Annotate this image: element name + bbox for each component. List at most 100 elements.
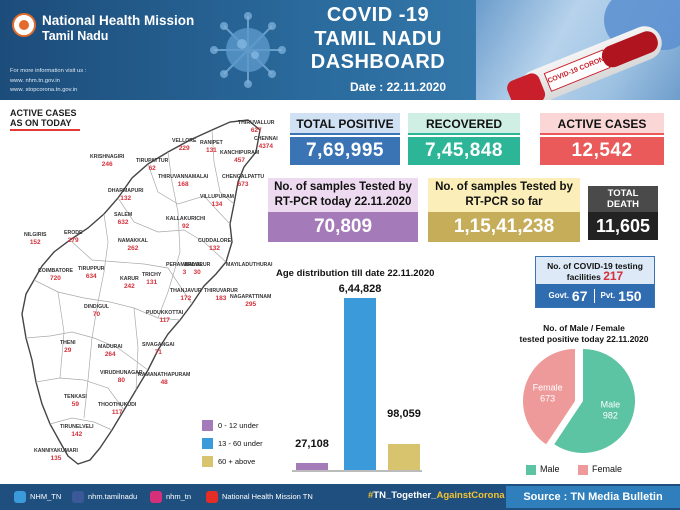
- pvt-count: 150: [618, 287, 642, 304]
- pie-slice-value: 673: [540, 394, 555, 404]
- org-state: Tamil Nadu: [42, 29, 109, 43]
- district-active-count: 59: [71, 400, 79, 408]
- age-bar-1: [344, 298, 376, 470]
- district-name: KANCHIPURAM: [220, 150, 260, 156]
- total-death-label: TOTAL DEATH: [588, 186, 658, 212]
- facilities-title-line2-text: facilities: [566, 272, 601, 282]
- instagram-icon[interactable]: [150, 491, 162, 503]
- district-name: NAMAKKAL: [118, 238, 148, 244]
- rtpcr-today-value: 70,809: [268, 212, 418, 242]
- testing-facilities-box: No. of COVID-19 testing facilities 217 G…: [535, 256, 655, 308]
- district-active-count: 131: [146, 278, 158, 286]
- district-chennai: CHENNAI 4374: [254, 136, 278, 151]
- district-name: THANJAVUR: [170, 288, 202, 294]
- district-namakkal: NAMAKKAL 262: [118, 238, 148, 253]
- district-trichy: TRICHY 131: [142, 272, 161, 287]
- district-name: CHENNAI: [254, 136, 278, 142]
- age-legend-swatch: [202, 438, 213, 449]
- district-ramanathapuram: RAMANATHAPURAM 48: [138, 372, 190, 387]
- facilities-split: Govt. 67 Pvt. 150: [536, 284, 654, 307]
- district-tenkasi: TENKASI 59: [64, 394, 87, 409]
- district-active-count: 183: [215, 294, 227, 302]
- pie-legend-swatch: [578, 465, 588, 475]
- rtpcr-today-line2: RT-PCR today 22.11.2020: [274, 196, 412, 208]
- age-legend-swatch: [202, 420, 213, 431]
- tube-label: COVID-19 CORONAVIRUS: [543, 49, 611, 92]
- website-link-stopcorona[interactable]: www. stopcorona.tn.gov.in: [10, 87, 78, 93]
- district-active-count: 4374: [258, 142, 274, 150]
- youtube-channel[interactable]: National Health Mission TN: [222, 492, 313, 501]
- age-legend-swatch: [202, 456, 213, 467]
- district-name: TIRUNELVELI: [60, 424, 94, 430]
- district-name: DINDIGUL: [84, 304, 110, 310]
- govt-label: Govt.: [548, 291, 569, 300]
- campaign-hashtag: #TN_Together_AgainstCorona: [368, 490, 505, 501]
- district-active-count: 3: [182, 268, 187, 276]
- district-name: PERAMBALUR: [166, 262, 203, 268]
- district-active-count: 242: [123, 282, 135, 290]
- district-kanchipuram: KANCHIPURAM 457: [220, 150, 259, 165]
- district-active-count: 117: [111, 408, 123, 416]
- district-salem: SALEM 632: [114, 212, 132, 227]
- pie-legend-label: Female: [592, 464, 623, 474]
- district-name: VELLORE: [172, 138, 197, 144]
- rtpcr-so-far-value: 1,15,41,238: [428, 212, 580, 242]
- district-name: THIRUVANNAMALAI: [158, 174, 209, 180]
- twitter-icon[interactable]: [14, 491, 26, 503]
- district-pudukkottai: PUDUKKOTTAI 117: [146, 310, 183, 325]
- youtube-icon[interactable]: [206, 491, 218, 503]
- district-name: TRICHY: [142, 272, 162, 278]
- district-name: NAGAPATTINAM: [230, 294, 272, 300]
- district-sivagangai: SIVAGANGAI 71: [142, 342, 174, 357]
- district-name: TIRUPATTUR: [136, 158, 169, 164]
- instagram-handle[interactable]: nhm_tn: [166, 492, 192, 501]
- district-active-count: 634: [85, 272, 97, 280]
- district-name: NILGIRIS: [24, 232, 47, 238]
- district-ariyalur: ARIYALUR 30: [184, 262, 210, 277]
- district-active-count: 229: [178, 144, 190, 152]
- district-name: RANIPET: [200, 140, 223, 146]
- active-tag-line1: ACTIVE CASES: [10, 108, 77, 118]
- website-link-nhm[interactable]: www. nhm.tn.gov.in: [10, 78, 60, 84]
- district-chengalpattu: CHENGALPATTU 673: [222, 174, 264, 189]
- facebook-icon[interactable]: [72, 491, 84, 503]
- title-line-3: DASHBOARD: [310, 51, 446, 74]
- district-active-count: 70: [92, 310, 101, 318]
- district-ranipet: RANIPET 131: [200, 140, 223, 155]
- district-name: VILLUPURAM: [200, 194, 235, 200]
- age-chart-title: Age distribution till date 22.11.2020: [276, 268, 435, 279]
- nhm-logo-icon: [12, 13, 36, 37]
- age-legend-label: 0 - 12 under: [218, 421, 259, 430]
- district-thoothukudi: THOOTHUKUDI 117: [98, 402, 136, 417]
- blood-sample-photo: COVID-19 CORONAVIRUS: [476, 0, 680, 100]
- age-bar-2: [388, 443, 420, 470]
- pie-slice-value: 982: [603, 410, 618, 420]
- twitter-handle[interactable]: NHM_TN: [30, 492, 62, 501]
- source-note: Source : TN Media Bulletin: [506, 486, 680, 508]
- district-perambalur: PERAMBALUR 3: [166, 262, 203, 277]
- pie-legend-swatch: [526, 465, 536, 475]
- district-active-count: 720: [50, 274, 61, 282]
- district-virudhunagar: VIRUDHUNAGAR 80: [100, 370, 143, 385]
- facebook-handle[interactable]: nhm.tamilnadu: [88, 492, 138, 501]
- tamil-nadu-map-outline: [21, 119, 261, 465]
- pie-slice-label: Female: [533, 383, 563, 393]
- district-name: THIRUVARUR: [204, 288, 238, 294]
- district-thiruvarur: THIRUVARUR 183: [204, 288, 238, 303]
- district-name: THENI: [60, 340, 76, 346]
- district-name: SALEM: [114, 212, 133, 218]
- district-thiruvallur: THIRUVALLUR 627: [238, 120, 275, 135]
- pie-slice-male: [554, 349, 635, 453]
- district-active-count: 172: [180, 294, 192, 302]
- district-name: CUDDALORE: [198, 238, 232, 244]
- age-bar-value-label: 98,059: [387, 408, 421, 420]
- district-name: KANNIYAKUMARI: [34, 448, 78, 454]
- district-name: COIMBATORE: [38, 268, 73, 274]
- district-vellore: VELLORE 229: [172, 138, 197, 153]
- district-name: THIRUVALLUR: [238, 120, 275, 126]
- district-nagapattinam: NAGAPATTINAM 295: [230, 294, 271, 309]
- district-coimbatore: COIMBATORE 720: [38, 268, 73, 283]
- district-name: VIRUDHUNAGAR: [100, 370, 143, 376]
- district-tiruppur: TIRUPPUR 634: [78, 266, 105, 281]
